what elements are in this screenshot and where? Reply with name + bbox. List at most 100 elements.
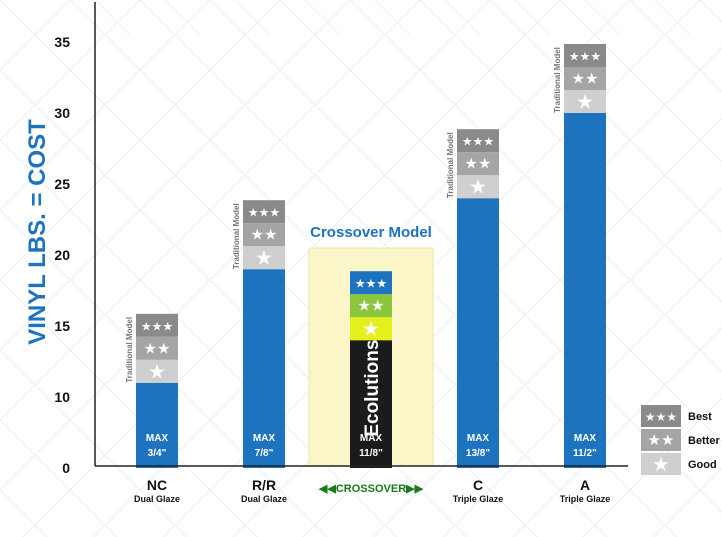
bg-line	[654, 0, 691, 36]
tier-good	[136, 359, 178, 383]
legend-swatch	[641, 429, 681, 451]
tier-best	[564, 44, 606, 67]
bar	[457, 198, 499, 468]
bar	[564, 113, 606, 468]
category-label: ◀◀CROSSOVER▶▶	[318, 483, 424, 495]
star-icon: ★	[362, 317, 380, 341]
max-label: MAX	[574, 433, 597, 444]
tier-good	[350, 317, 392, 341]
max-value: 13/8"	[466, 448, 490, 459]
star-icon: ★★★	[355, 277, 387, 291]
category-sublabel: Dual Glaze	[134, 494, 180, 504]
max-value: 11/2"	[573, 448, 597, 459]
bg-line	[0, 0, 351, 351]
y-tick-label: 25	[54, 176, 70, 192]
star-icon: ★★★	[462, 135, 494, 149]
legend: ★★★ Best ★★ Better ★ Good	[641, 405, 721, 476]
bar	[243, 269, 285, 468]
crossover-model-title: Crossover Model	[310, 224, 432, 241]
tier-better	[243, 223, 285, 247]
star-icon: ★★★	[248, 206, 280, 220]
y-axis-label: VINYL LBS. = COST	[24, 119, 51, 345]
tier-best	[350, 271, 392, 295]
bg-line	[304, 0, 341, 36]
legend-label: Good	[688, 459, 717, 471]
star-icon: ★★	[144, 339, 171, 357]
star-icon: ★	[148, 359, 166, 383]
max-label: MAX	[146, 433, 169, 444]
category-label: NC	[147, 477, 167, 493]
model-label: Traditional Model	[232, 203, 241, 269]
star-icon: ★★★	[569, 50, 601, 64]
max-value: 11/8"	[359, 448, 383, 459]
bg-line	[0, 0, 281, 281]
bg-line	[444, 0, 481, 36]
star-icon: ★	[576, 90, 594, 114]
tier-good	[457, 175, 499, 199]
star-icon: ★★	[572, 70, 599, 88]
legend-label: Best	[688, 411, 712, 423]
tier-better	[564, 67, 606, 90]
star-icon: ★★★	[141, 319, 173, 333]
legend-swatch	[641, 405, 681, 427]
legend-label: Better	[688, 435, 721, 447]
star-icon: ★★	[465, 155, 492, 173]
category-sublabel: Triple Glaze	[560, 494, 611, 504]
bg-line	[0, 0, 491, 491]
tier-better	[457, 152, 499, 176]
tier-best	[136, 313, 178, 337]
category-sublabel: Dual Glaze	[241, 494, 287, 504]
y-tick-label: 20	[54, 247, 70, 263]
category-label: C	[473, 477, 483, 493]
max-value: 3/4"	[148, 448, 167, 459]
tier-best	[243, 200, 285, 224]
bg-line	[164, 0, 201, 36]
star-icon: ★	[255, 246, 273, 270]
y-tick-label: 15	[54, 318, 70, 334]
bg-line	[0, 0, 211, 211]
y-ticks: 0 10 15 20 25 30 35	[54, 34, 70, 476]
bar	[136, 382, 178, 468]
legend-star-icon: ★★★	[645, 410, 677, 424]
y-tick-label: 10	[54, 389, 70, 405]
legend-star-icon: ★★	[648, 431, 675, 449]
legend-star-icon: ★	[652, 452, 670, 476]
bar	[350, 340, 392, 468]
y-tick-label: 35	[54, 34, 70, 50]
category-label: A	[580, 477, 590, 493]
star-icon: ★★	[358, 297, 385, 315]
category-label: R/R	[252, 477, 276, 493]
tier-best	[457, 129, 499, 153]
tier-good	[243, 246, 285, 270]
bg-line	[559, 0, 722, 163]
bg-line	[0, 419, 118, 537]
max-value: 7/8"	[255, 448, 274, 459]
model-label: Traditional Model	[446, 132, 455, 198]
bg-line	[0, 0, 421, 421]
tier-better	[350, 294, 392, 318]
star-icon: ★★	[251, 226, 278, 244]
tier-better	[136, 336, 178, 360]
bars: ★★★★★★Traditional ModelMAX3/4"★★★★★★Trad…	[125, 44, 606, 468]
max-label: MAX	[253, 433, 276, 444]
model-label: Traditional Model	[125, 317, 134, 383]
bg-line	[0, 0, 141, 141]
bg-line	[584, 0, 621, 36]
bg-line	[234, 0, 271, 36]
brand-label: Ecolutions	[362, 340, 383, 437]
max-label: MAX	[467, 433, 490, 444]
y-tick-label: 30	[54, 105, 70, 121]
bg-line	[514, 0, 551, 36]
y-tick-label: 0	[62, 460, 70, 476]
max-label: MAX	[360, 433, 383, 444]
star-icon: ★	[469, 175, 487, 199]
legend-swatch	[641, 453, 681, 475]
bg-line	[374, 0, 411, 36]
